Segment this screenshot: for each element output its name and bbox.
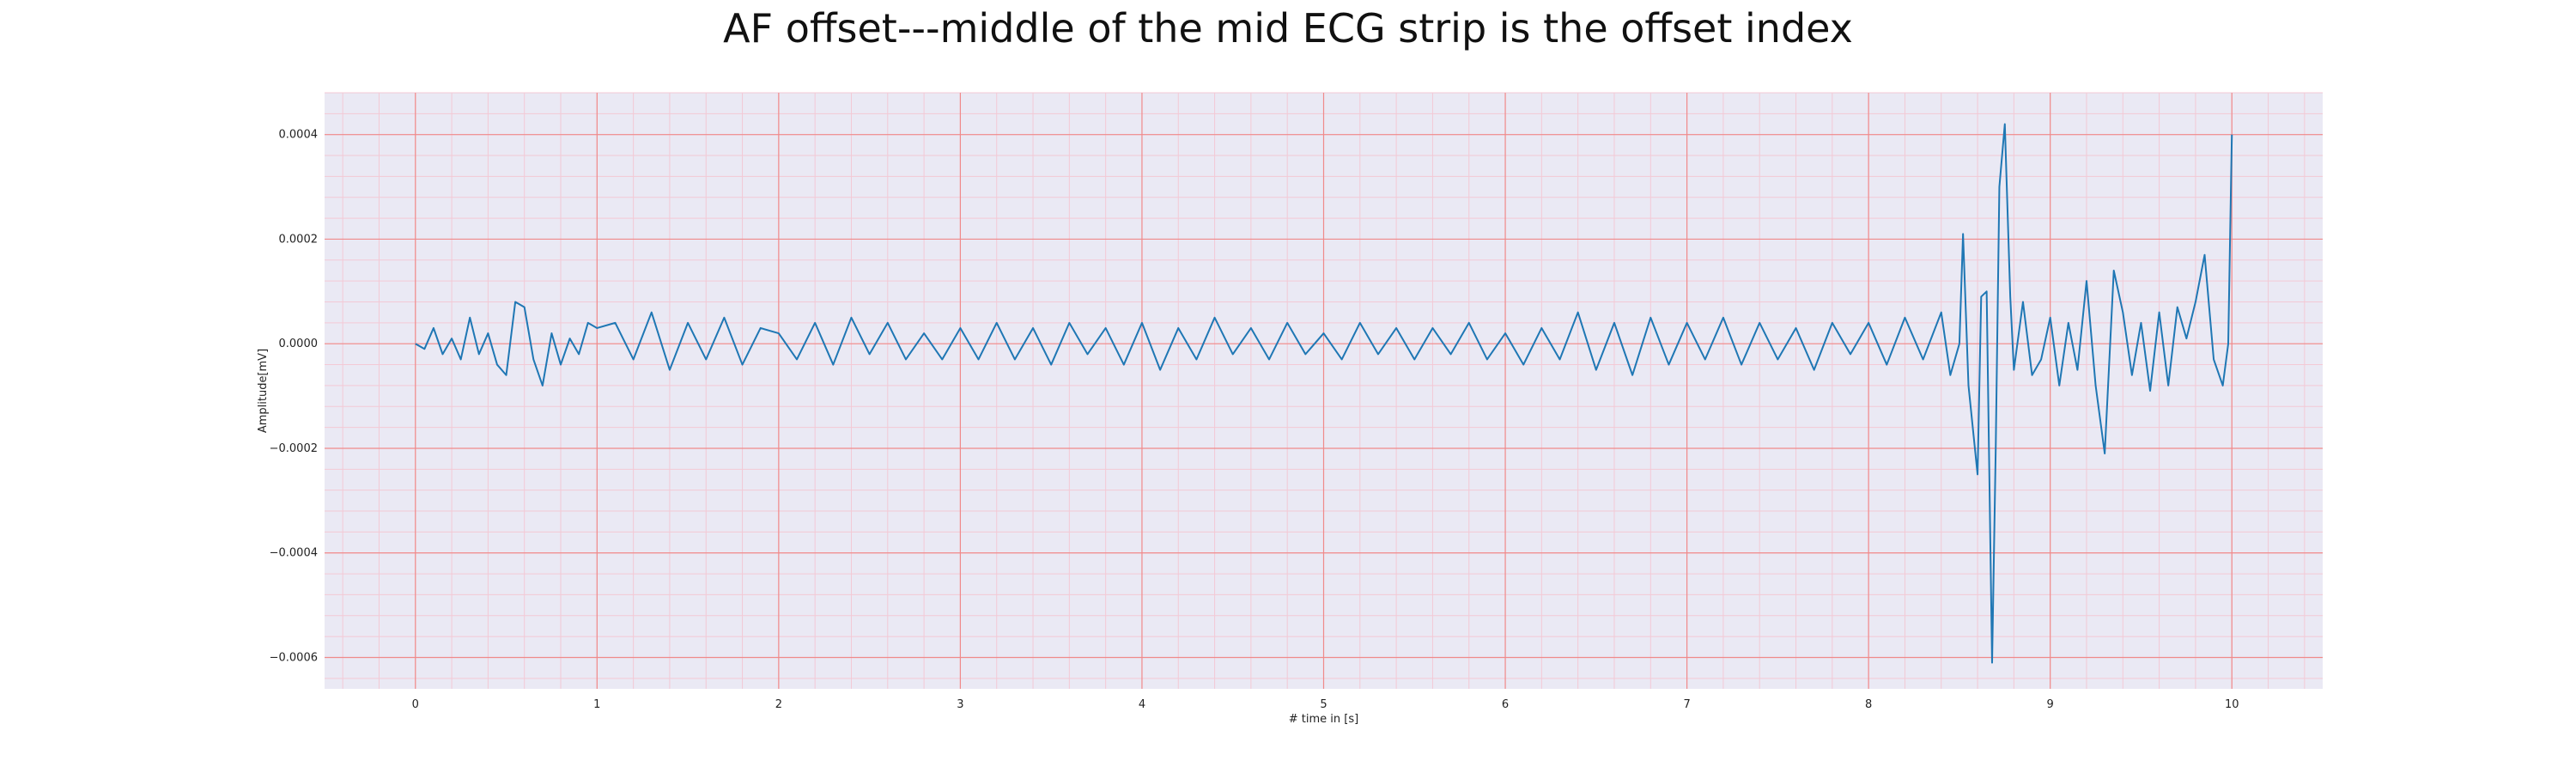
series-layer [415, 123, 2233, 664]
y-axis-ticks: 0.0004 0.0002 0.0000 −0.0002 −0.0004 −0.0006 [270, 129, 318, 665]
x-axis-label: # time in [s] [1289, 713, 1358, 726]
x-tick-label: 7 [1683, 698, 1690, 711]
y-tick-label: 0.0002 [279, 233, 319, 246]
series-line-0 [415, 123, 2233, 664]
x-tick-label: 5 [1320, 698, 1327, 711]
chart-title: AF offset---middle of the mid ECG strip … [723, 5, 1853, 52]
x-tick-label: 8 [1865, 698, 1872, 711]
x-tick-label: 2 [775, 698, 782, 711]
y-tick-label: −0.0004 [270, 547, 318, 560]
y-tick-label: −0.0002 [270, 442, 318, 455]
x-tick-label: 4 [1139, 698, 1145, 711]
x-tick-label: 9 [2047, 698, 2054, 711]
y-axis-label: Amplitude[mV] [257, 349, 270, 433]
y-tick-label: 0.0000 [279, 338, 319, 350]
y-tick-label: −0.0006 [270, 651, 318, 664]
x-tick-label: 6 [1502, 698, 1509, 711]
x-tick-label: 10 [2225, 698, 2239, 711]
y-tick-label: 0.0004 [279, 129, 319, 142]
x-tick-label: 3 [957, 698, 963, 711]
major-grid [325, 93, 2323, 689]
x-tick-label: 0 [412, 698, 419, 711]
x-tick-label: 1 [593, 698, 600, 711]
x-axis-ticks: 0 1 2 3 4 5 6 7 8 9 10 [412, 698, 2239, 711]
